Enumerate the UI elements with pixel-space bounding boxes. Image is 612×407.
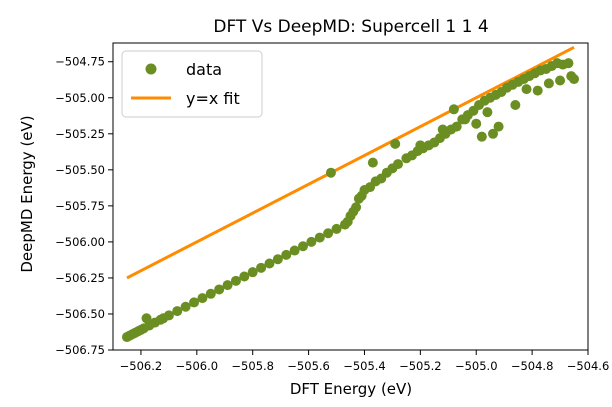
y-tick-label: −506.50 [55,307,105,321]
data-point [306,236,317,247]
data-point [437,124,448,135]
data-point [172,306,183,317]
x-tick-label: −505.0 [455,359,498,373]
data-point [247,267,258,278]
data-point [289,245,300,256]
y-tick-label: −506.25 [55,271,105,285]
x-tick-label: −506.2 [120,359,163,373]
data-point [230,275,241,286]
plot-area [121,45,580,343]
data-point [256,262,267,273]
legend-label-data: data [186,60,222,79]
legend-label-fit: y=x fit [186,89,240,108]
data-point [460,114,471,125]
y-tick-label: −505.50 [55,163,105,177]
legend-marker-data [145,63,157,75]
data-point [532,85,543,96]
legend-box [121,50,263,118]
y-tick-label: −505.00 [55,91,105,105]
y-tick-label: −506.75 [55,343,105,357]
data-point [331,223,342,234]
data-point [563,58,574,69]
data-point [141,313,152,324]
data-point [510,99,521,110]
data-point [351,202,362,213]
x-tick-label: −505.2 [399,359,442,373]
data-point [451,121,462,132]
y-tick-label: −505.75 [55,199,105,213]
data-point [476,131,487,142]
data-point [482,107,493,118]
y-tick-label: −504.75 [55,55,105,69]
data-point [298,241,308,252]
data-point [325,167,336,178]
fit-line-layer [126,45,575,280]
data-point [543,78,554,89]
scatter-points-layer [121,58,580,343]
y-axis-ticks: −506.75 −506.50 −506.25 −506.00 −505.75 −505.… [55,55,113,357]
x-tick-label: −506.0 [176,359,219,373]
data-point [393,159,403,170]
data-point [415,140,426,151]
data-point [281,249,292,260]
y-tick-label: −505.25 [55,127,105,141]
data-point [264,258,275,269]
chart-title: DFT Vs DeepMD: Supercell 1 1 4 [213,17,488,37]
x-tick-label: −505.6 [287,359,330,373]
data-point [163,310,174,321]
x-tick-label: −505.4 [343,359,386,373]
data-point [555,75,566,86]
data-point [314,232,325,243]
fit-line [126,45,575,280]
data-point [272,254,283,265]
data-point [323,228,334,239]
y-axis-label: DeepMD Energy (eV) [18,115,36,272]
y-tick-label: −506.00 [55,235,105,249]
data-point [239,271,250,282]
x-axis-label: DFT Energy (eV) [290,380,412,398]
data-point [222,280,233,291]
data-point [180,301,191,312]
data-point [197,293,208,304]
x-axis-ticks: −506.2 −506.0 −505.8 −505.6 −505.4 −505.2 −505… [120,350,610,373]
data-point [214,284,225,295]
data-point [566,71,577,82]
data-point [493,121,504,132]
plot-frame [112,42,589,351]
data-point [521,84,532,95]
data-point [189,297,200,308]
data-point [390,138,401,149]
x-tick-label: −505.8 [231,359,274,373]
data-point [205,288,216,299]
data-point [448,104,459,115]
legend: data y=x fit [121,50,263,118]
data-point [471,118,482,129]
data-point [488,128,498,139]
x-tick-label: −504.6 [567,359,610,373]
data-point [367,157,378,168]
x-tick-label: −504.8 [511,359,554,373]
